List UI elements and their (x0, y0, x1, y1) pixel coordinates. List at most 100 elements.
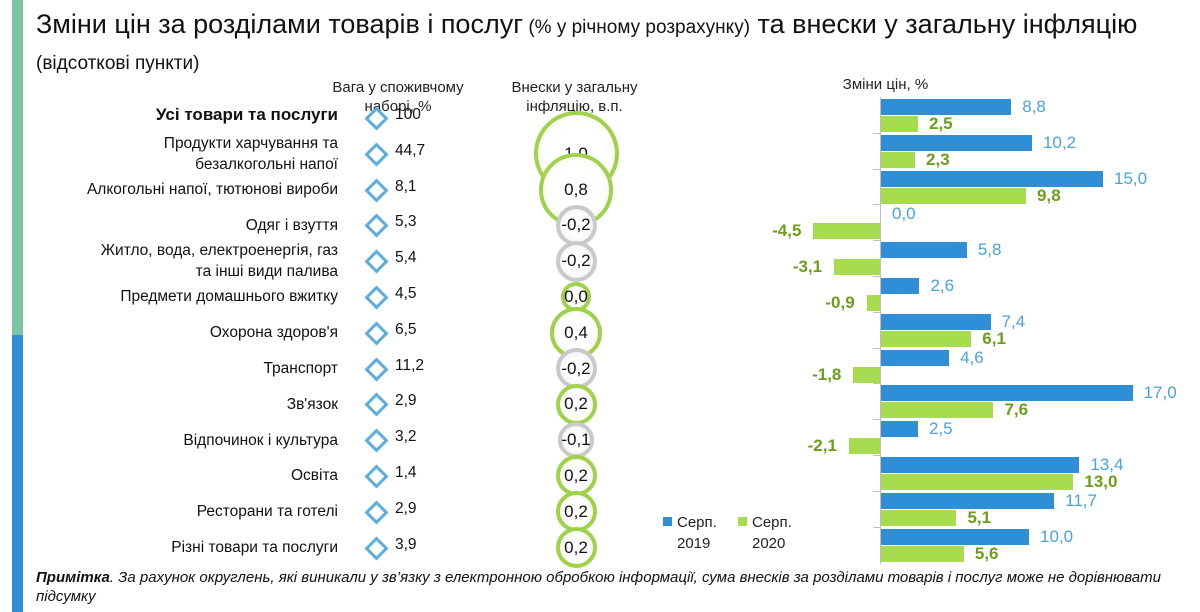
category-label: Житло, вода, електроенергія, газ та інші … (101, 240, 338, 282)
weight-marker-icon (364, 177, 389, 203)
bar-2020 (853, 366, 880, 383)
chart-title: Зміни цін за розділами товарів і послуг … (36, 8, 1186, 80)
bar-label-2019: 17,0 (1143, 383, 1177, 403)
contribution-value: 0,2 (564, 394, 588, 414)
category-label: Зв'язок (287, 394, 338, 415)
category-label: Одяг і взуття (246, 215, 338, 236)
header-weight: Вага у споживчому наборі, % (332, 79, 464, 115)
bar-2019 (881, 421, 918, 438)
weight-marker-icon (364, 142, 389, 167)
axis-tick (873, 455, 880, 456)
category-label-line: Освіта (290, 467, 338, 485)
bar-label-2020: 5,6 (974, 543, 999, 563)
title-part-4: (відсоткові пункти) (36, 53, 200, 74)
bar-2020 (881, 509, 957, 526)
weight-marker-icon (364, 213, 389, 238)
weight-marker-icon (364, 392, 389, 417)
legend-2019: Серп. 2019 (663, 512, 733, 556)
category-label: Різні товари та послуги (171, 537, 338, 558)
category-label: Освіта (291, 465, 338, 486)
axis-tick (873, 132, 880, 134)
weight-value: 6,5 (395, 320, 417, 338)
category-label-line: Різні товари та послуги (171, 539, 338, 556)
category-label-line: Транспорт (263, 360, 338, 377)
contribution-value: 0,2 (564, 537, 588, 557)
category-label-line: Одяг і взуття (245, 216, 338, 234)
header-price-change: Зміни цін, % (842, 76, 929, 93)
bar-2019 (881, 278, 920, 294)
bar-2019 (881, 134, 1032, 151)
weight-value: 4,5 (395, 284, 417, 302)
weight-value: 44,7 (395, 141, 426, 159)
bar-label-2020: -1,8 (812, 364, 842, 384)
weight-marker-icon (364, 535, 389, 561)
legend-label-2019: Серп. 2019 (677, 514, 717, 552)
axis-tick (873, 383, 880, 385)
legend-2020: Серп. 2020 (738, 512, 808, 556)
contribution-bubble (555, 240, 597, 282)
bar-2020 (881, 116, 918, 132)
bar-label-2020: 13,0 (1084, 472, 1118, 491)
category-label: Усі товари та послуги (156, 104, 338, 125)
bar-2019 (881, 528, 1029, 545)
weight-value: 100 (395, 105, 421, 123)
category-label-line: Житло, вода, електроенергія, газ (100, 242, 338, 260)
bar-label-2019: 7,4 (1001, 311, 1026, 331)
accent-bar-bottom (12, 335, 23, 612)
bar-label-2020: 9,8 (1037, 185, 1061, 205)
bar-2020 (881, 187, 1027, 204)
bar-2020 (881, 402, 994, 419)
legend-label-2020: Серп. 2020 (752, 514, 792, 552)
bar-2020 (848, 438, 880, 455)
bar-2019 (881, 349, 950, 366)
bar-label-2019: 15,0 (1114, 168, 1148, 188)
weight-value: 1,4 (395, 463, 417, 481)
category-label: Охорона здоров'я (210, 322, 338, 343)
bar-label-2020: 7,6 (1004, 400, 1029, 420)
bar-label-2019: 13,4 (1090, 455, 1124, 474)
category-label-line: Охорона здоров'я (209, 324, 338, 342)
contribution-bubble (555, 527, 597, 568)
bar-2020 (813, 223, 880, 240)
accent-bar-top (12, 0, 23, 335)
legend-swatch-2020 (738, 517, 747, 526)
weight-marker-icon (364, 464, 389, 489)
category-label: Алкогольні напої, тютюнові вироби (87, 179, 338, 200)
axis-tick (873, 276, 880, 277)
category-label-line: Зв'язок (286, 395, 338, 413)
category-label-line: Алкогольні напої, тютюнові вироби (86, 181, 338, 198)
contribution-value: 0,2 (564, 465, 588, 485)
weight-marker-icon (364, 356, 389, 382)
bar-2019 (881, 242, 967, 259)
bar-2019 (881, 170, 1103, 187)
contribution-value: -0,2 (561, 215, 591, 235)
bar-label-2020: -4,5 (772, 221, 802, 241)
weight-value: 2,9 (395, 392, 417, 410)
bar-label-2020: 2,3 (926, 149, 950, 169)
category-label-line: Відпочинок і культура (183, 431, 338, 449)
category-label: Транспорт (263, 358, 338, 379)
contribution-value: 0,0 (564, 286, 588, 306)
bar-2019 (881, 385, 1133, 402)
contribution-value: -0,2 (561, 358, 591, 378)
bar-label-2020: 6,1 (982, 328, 1006, 348)
weight-marker-icon (364, 285, 389, 310)
weight-value: 3,9 (395, 535, 417, 553)
bar-2020 (881, 474, 1074, 490)
bar-2019 (881, 492, 1055, 509)
bar-axis (880, 97, 881, 564)
footnote: Примітка. За рахунок округлень, які вини… (36, 568, 1176, 606)
weight-value: 8,1 (395, 177, 417, 195)
footnote-label: Примітка (36, 569, 110, 586)
header-contribution: Внески у загальну інфляцію, в.п. (511, 79, 638, 115)
contribution-bubble (539, 152, 613, 227)
bar-2020 (881, 151, 916, 168)
bar-label-2019: 2,5 (929, 419, 953, 439)
weight-value: 5,3 (395, 213, 417, 231)
category-label-line: Ресторани та готелі (196, 503, 338, 521)
bar-label-2019: 4,6 (960, 347, 984, 367)
bar-2020 (881, 330, 972, 347)
title-part-2: (% у річному розрахунку) (523, 17, 751, 38)
category-label: Предмети домашнього вжитку (120, 286, 338, 307)
axis-tick (873, 419, 880, 421)
